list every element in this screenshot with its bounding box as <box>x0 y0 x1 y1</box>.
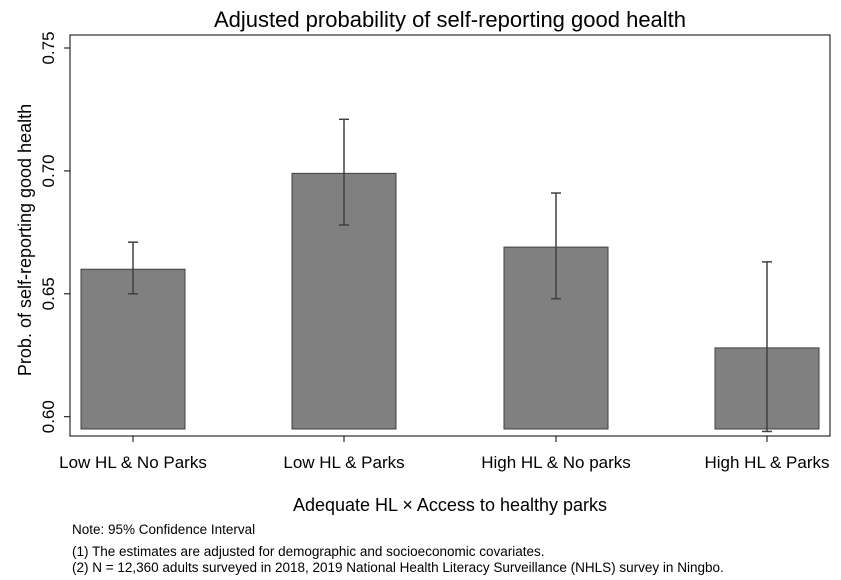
chart-title: Adjusted probability of self-reporting g… <box>214 7 686 32</box>
plot-frame <box>69 34 831 437</box>
x-axis-label: Adequate HL × Access to healthy parks <box>293 495 607 515</box>
note-sample: (2) N = 12,360 adults surveyed in 2018, … <box>72 560 724 575</box>
y-tick-label: 0.60 <box>39 400 58 433</box>
x-tick-label: High HL & Parks <box>704 453 829 472</box>
plot-area: 0.60 0.65 0.70 0.75 Low HL & No Parks Low HL … <box>39 31 831 472</box>
note-ci: Note: 95% Confidence Interval <box>72 522 256 537</box>
footnotes: Note: 95% Confidence Interval (1) The es… <box>72 522 724 576</box>
y-tick-label: 0.75 <box>39 31 58 64</box>
x-tick-label: High HL & No parks <box>481 453 631 472</box>
x-tick-label: Low HL & Parks <box>283 453 404 472</box>
y-tick-label: 0.65 <box>39 277 58 310</box>
bar <box>80 268 186 430</box>
y-axis-label: Prob. of self-reporting good health <box>15 104 35 376</box>
note-adjustment: (1) The estimates are adjusted for demog… <box>72 544 545 559</box>
y-tick-label: 0.70 <box>39 154 58 187</box>
x-tick-label: Low HL & No Parks <box>59 453 207 472</box>
